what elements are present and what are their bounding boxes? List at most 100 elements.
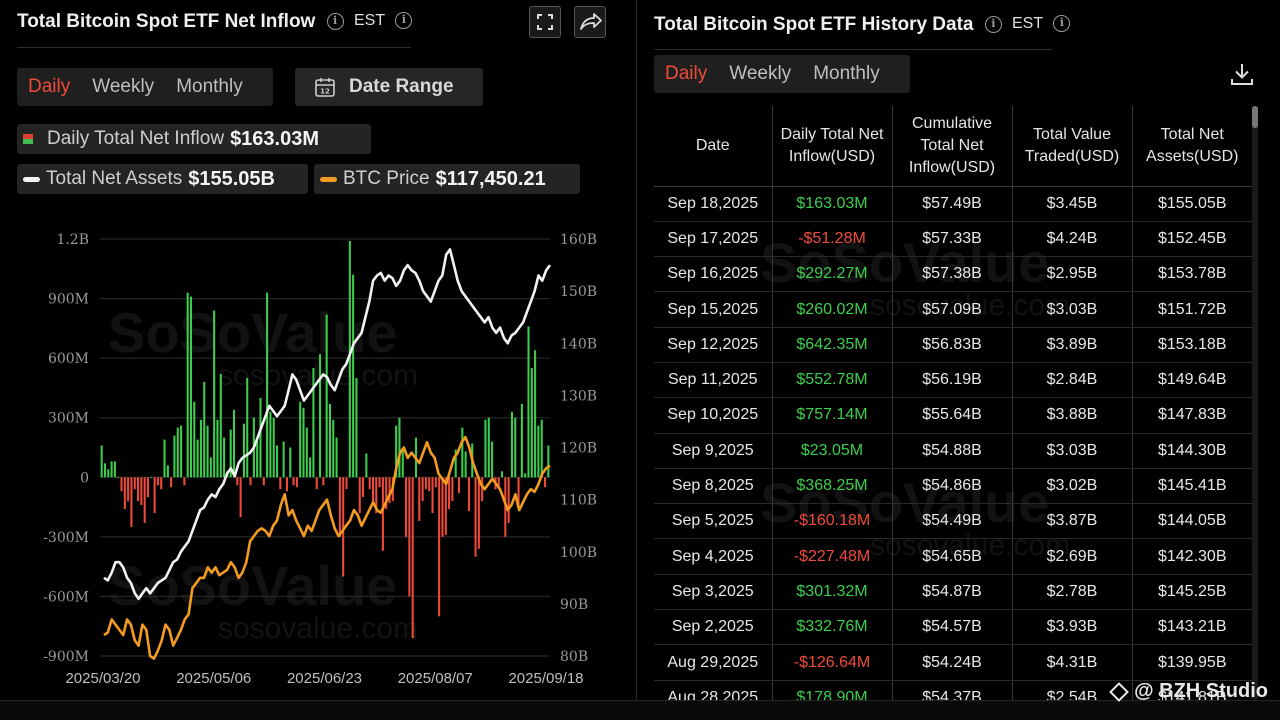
cell-inflow: $368.25M <box>771 468 893 505</box>
table-row[interactable]: Sep 16,2025 $292.27M $57.38B $2.95B $153.78B <box>654 256 1252 293</box>
cell-cumulative: $57.09B <box>891 291 1013 328</box>
period-tabs: Daily Weekly Monthly <box>17 68 273 106</box>
inflow-bar <box>487 417 490 478</box>
table-row[interactable]: Sep 9,2025 $23.05M $54.88B $3.03B $144.30B <box>654 433 1252 469</box>
inflow-bar <box>193 401 196 478</box>
cell-date: Sep 5,2025 <box>654 503 773 540</box>
cell-inflow: -$160.18M <box>771 503 893 540</box>
tab-weekly[interactable]: Weekly <box>92 76 155 97</box>
inflow-bar <box>246 378 249 478</box>
table-row[interactable]: Sep 5,2025 -$160.18M $54.49B $3.87B $144.05B <box>654 503 1252 540</box>
btc-swatch <box>320 176 337 182</box>
share-icon[interactable] <box>574 6 606 38</box>
inflow-bar <box>319 354 322 478</box>
tab-monthly[interactable]: Monthly <box>813 63 880 84</box>
tab-weekly[interactable]: Weekly <box>729 63 792 84</box>
inflow-bar <box>457 477 461 494</box>
legend-daily-inflow[interactable]: Daily Total Net Inflow $163.03M <box>17 124 371 154</box>
download-icon[interactable] <box>1228 60 1256 93</box>
inflow-bar <box>510 411 513 478</box>
inflow-bar <box>474 477 477 557</box>
table-row[interactable]: Sep 15,2025 $260.02M $57.09B $3.03B $151.72B <box>654 291 1252 328</box>
cell-date: Aug 29,2025 <box>654 644 773 681</box>
table-row[interactable]: Sep 12,2025 $642.35M $56.83B $3.89B $153.18B <box>654 327 1252 363</box>
table-row[interactable]: Sep 8,2025 $368.25M $54.86B $3.02B $145.41B <box>654 468 1252 505</box>
info-icon[interactable]: i <box>984 16 1002 34</box>
tab-daily[interactable]: Daily <box>665 63 708 84</box>
cell-inflow: $332.76M <box>771 609 893 646</box>
table-scrollbar[interactable] <box>1252 106 1258 700</box>
cell-assets: $153.18B <box>1131 327 1252 363</box>
info-icon[interactable]: i <box>395 12 413 30</box>
inflow-bar <box>395 425 398 478</box>
cell-traded: $3.87B <box>1011 503 1133 540</box>
y-right-tick-label: 150B <box>560 284 597 300</box>
inflow-bar <box>348 240 351 478</box>
inflow-bar <box>424 477 427 490</box>
y-left-tick-label: 0 <box>80 470 89 486</box>
history-title: Total Bitcoin Spot ETF History Data i <box>654 14 1002 36</box>
y-left-tick-label: -600M <box>43 589 89 605</box>
inflow-bar <box>266 292 269 478</box>
inflow-chart: 1.2B 900M 600M 300M 0 -300M -600M -900M 160B 150B… <box>0 225 636 695</box>
inflow-bar <box>117 477 120 479</box>
col-daily-inflow[interactable]: Daily Total Net Inflow(USD) <box>771 106 893 187</box>
cell-assets: $152.45B <box>1131 221 1252 258</box>
inflow-bar <box>338 477 341 537</box>
table-row[interactable]: Sep 3,2025 $301.32M $54.87B $2.78B $145.25B <box>654 574 1252 611</box>
col-net-assets[interactable]: Total Net Assets(USD) <box>1131 106 1252 187</box>
inflow-bar <box>345 477 348 490</box>
inflow-bar <box>431 477 434 514</box>
table-row[interactable]: Sep 18,2025 $163.03M $57.49B $3.45B $155.05B <box>654 186 1252 222</box>
table-row[interactable]: Aug 28,2025 $178.90M $54.37B $2.54B $141.81B <box>654 680 1252 700</box>
calendar-icon: 12 <box>315 78 335 97</box>
legend-total-net-assets[interactable]: Total Net Assets $155.05B <box>17 164 308 194</box>
date-range-button[interactable]: 12 Date Range <box>295 68 483 106</box>
cell-assets: $139.95B <box>1131 644 1252 681</box>
inflow-bar <box>401 449 404 478</box>
fullscreen-icon[interactable] <box>529 6 561 38</box>
inflow-bar <box>398 417 401 478</box>
inflow-bar <box>309 457 312 478</box>
cell-date: Sep 16,2025 <box>654 256 773 293</box>
cell-traded: $2.69B <box>1011 538 1133 575</box>
cell-assets: $147.83B <box>1131 397 1252 434</box>
inflow-bar <box>133 477 136 490</box>
inflow-bar <box>236 477 239 486</box>
cell-traded: $3.89B <box>1011 327 1133 363</box>
inflow-chart-title: Total Bitcoin Spot ETF Net Inflow i <box>17 11 344 33</box>
cell-date: Sep 8,2025 <box>654 468 773 505</box>
inflow-bar <box>328 403 331 478</box>
col-value-traded[interactable]: Total Value Traded(USD) <box>1011 106 1133 187</box>
table-row[interactable]: Sep 10,2025 $757.14M $55.64B $3.88B $147.83B <box>654 397 1252 434</box>
footer-bar <box>0 700 1280 720</box>
table-row[interactable]: Sep 4,2025 -$227.48M $54.65B $2.69B $142.30B <box>654 538 1252 575</box>
history-table-body: Sep 18,2025 $163.03M $57.49B $3.45B $155.05B… <box>654 186 1252 700</box>
tab-monthly[interactable]: Monthly <box>176 76 243 97</box>
info-icon[interactable]: i <box>326 13 344 31</box>
info-icon[interactable]: i <box>1053 15 1071 33</box>
tab-daily[interactable]: Daily <box>28 76 71 97</box>
cell-traded: $3.88B <box>1011 397 1133 434</box>
inflow-bar <box>160 477 163 490</box>
cell-assets: $145.25B <box>1131 574 1252 611</box>
inflow-bar <box>219 374 222 478</box>
scrollbar-thumb[interactable] <box>1252 106 1258 128</box>
legend-btc-price[interactable]: BTC Price $117,450.21 <box>314 164 580 194</box>
inflow-bar <box>232 409 236 478</box>
table-row[interactable]: Sep 11,2025 $552.78M $56.19B $2.84B $149.64B <box>654 362 1252 399</box>
table-row[interactable]: Aug 29,2025 -$126.64M $54.24B $4.31B $139.95… <box>654 644 1252 681</box>
inflow-bar <box>500 471 504 478</box>
col-date[interactable]: Date <box>654 106 773 187</box>
table-row[interactable]: Sep 2,2025 $332.76M $54.57B $3.93B $143.21B <box>654 609 1252 646</box>
y-right-tick-label: 120B <box>560 441 597 457</box>
inflow-bar <box>186 292 189 478</box>
col-cumulative-inflow[interactable]: Cumulative Total Net Inflow(USD) <box>891 106 1013 187</box>
cell-cumulative: $57.38B <box>891 256 1013 293</box>
inflow-bar <box>335 437 338 478</box>
cell-assets: $149.64B <box>1131 362 1252 399</box>
history-table-container[interactable]: Date Daily Total Net Inflow(USD) Cumulat… <box>654 106 1252 700</box>
table-row[interactable]: Sep 17,2025 -$51.28M $57.33B $4.24B $152.45B <box>654 221 1252 258</box>
inflow-bar <box>295 477 298 488</box>
inflow-bar <box>342 477 345 577</box>
